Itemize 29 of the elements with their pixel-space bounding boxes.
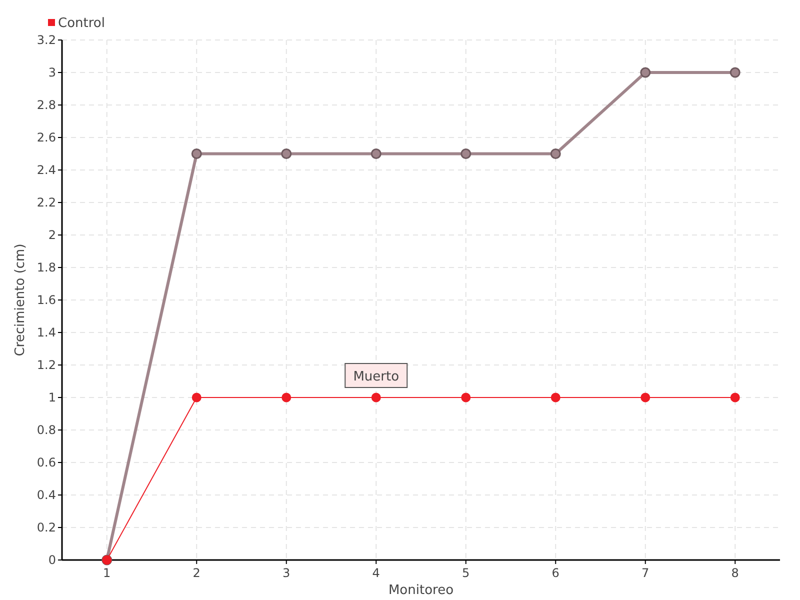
y-tick-label: 2.8 [36, 98, 56, 112]
x-tick-label: 1 [103, 566, 111, 580]
y-tick-label: 1 [48, 390, 56, 405]
legend-label: Control [58, 16, 105, 31]
x-tick-label: 7 [642, 566, 650, 580]
y-tick-label: 3 [48, 66, 56, 80]
x-tick-label: 3 [282, 566, 290, 580]
x-tick-label: 2 [192, 566, 200, 580]
x-tick-label: 4 [372, 566, 380, 580]
y-tick-label: 0.8 [36, 423, 56, 438]
y-tick-label: 0.4 [36, 488, 56, 502]
y-axis-title: Crecimiento (cm) [13, 244, 28, 356]
x-tick-label: 8 [731, 566, 739, 580]
y-tick-label: 0 [48, 553, 56, 568]
y-tick-label: 3.2 [36, 33, 56, 48]
x-tick-label: 5 [462, 566, 470, 580]
x-axis-title: Monitoreo [388, 583, 454, 598]
y-tick-label: 1.8 [36, 260, 56, 275]
y-tick-label: 2.4 [36, 163, 56, 178]
y-tick-label: 2.6 [36, 130, 56, 145]
x-tick-label: 6 [552, 566, 560, 580]
y-tick-label: 0.6 [36, 456, 56, 470]
y-tick-label: 1.2 [36, 358, 56, 372]
y-tick-label: 1.4 [36, 326, 56, 340]
y-tick-label: 2.2 [36, 196, 56, 210]
annotation: Muerto [353, 370, 400, 384]
y-tick-label: 0.2 [36, 520, 56, 535]
y-tick-label: 2 [48, 228, 56, 242]
y-tick-label: 1.6 [36, 293, 56, 308]
